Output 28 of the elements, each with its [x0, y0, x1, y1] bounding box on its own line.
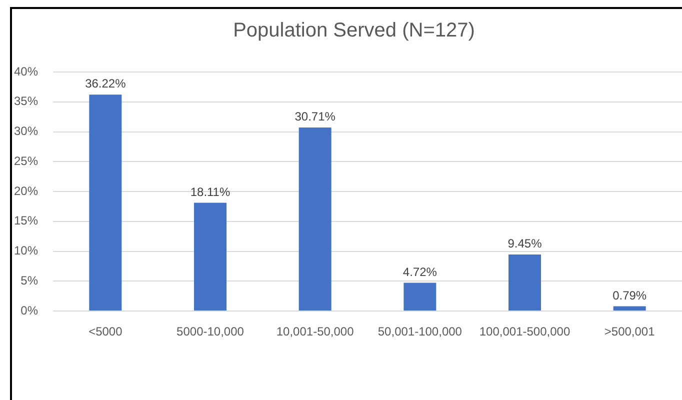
y-tick-label: 40% [14, 64, 38, 78]
bar [508, 254, 541, 310]
x-tick-label: 50,001-100,000 [378, 324, 462, 339]
bar [89, 94, 122, 310]
y-tick-label: 25% [14, 154, 38, 168]
y-tick-label: 20% [14, 184, 38, 198]
data-label: 0.79% [612, 288, 647, 302]
chart-title: Population Served (N=127) [233, 20, 475, 42]
x-tick-label: 5000-10,000 [176, 324, 244, 339]
y-tick-label: 10% [14, 244, 38, 258]
data-label: 4.72% [402, 264, 438, 279]
x-tick-label: >500,001 [604, 324, 656, 339]
x-tick-label: 10,001-50,000 [276, 324, 354, 339]
bar [298, 128, 332, 310]
bar [194, 202, 226, 310]
data-label: 30.71% [294, 110, 336, 124]
x-tick-label: <5000 [88, 324, 123, 339]
y-tick-label: 0% [20, 303, 38, 318]
y-tick-label: 35% [14, 94, 38, 108]
bar [613, 306, 646, 310]
y-tick-label: 5% [20, 273, 38, 288]
y-tick-label: 30% [14, 124, 38, 138]
x-tick-label: 100,001-500,000 [479, 324, 570, 339]
data-label: 9.45% [508, 236, 542, 251]
bar [404, 282, 436, 310]
data-label: 18.11% [190, 184, 230, 199]
data-label: 36.22% [85, 76, 126, 91]
y-tick-label: 15% [14, 214, 38, 228]
